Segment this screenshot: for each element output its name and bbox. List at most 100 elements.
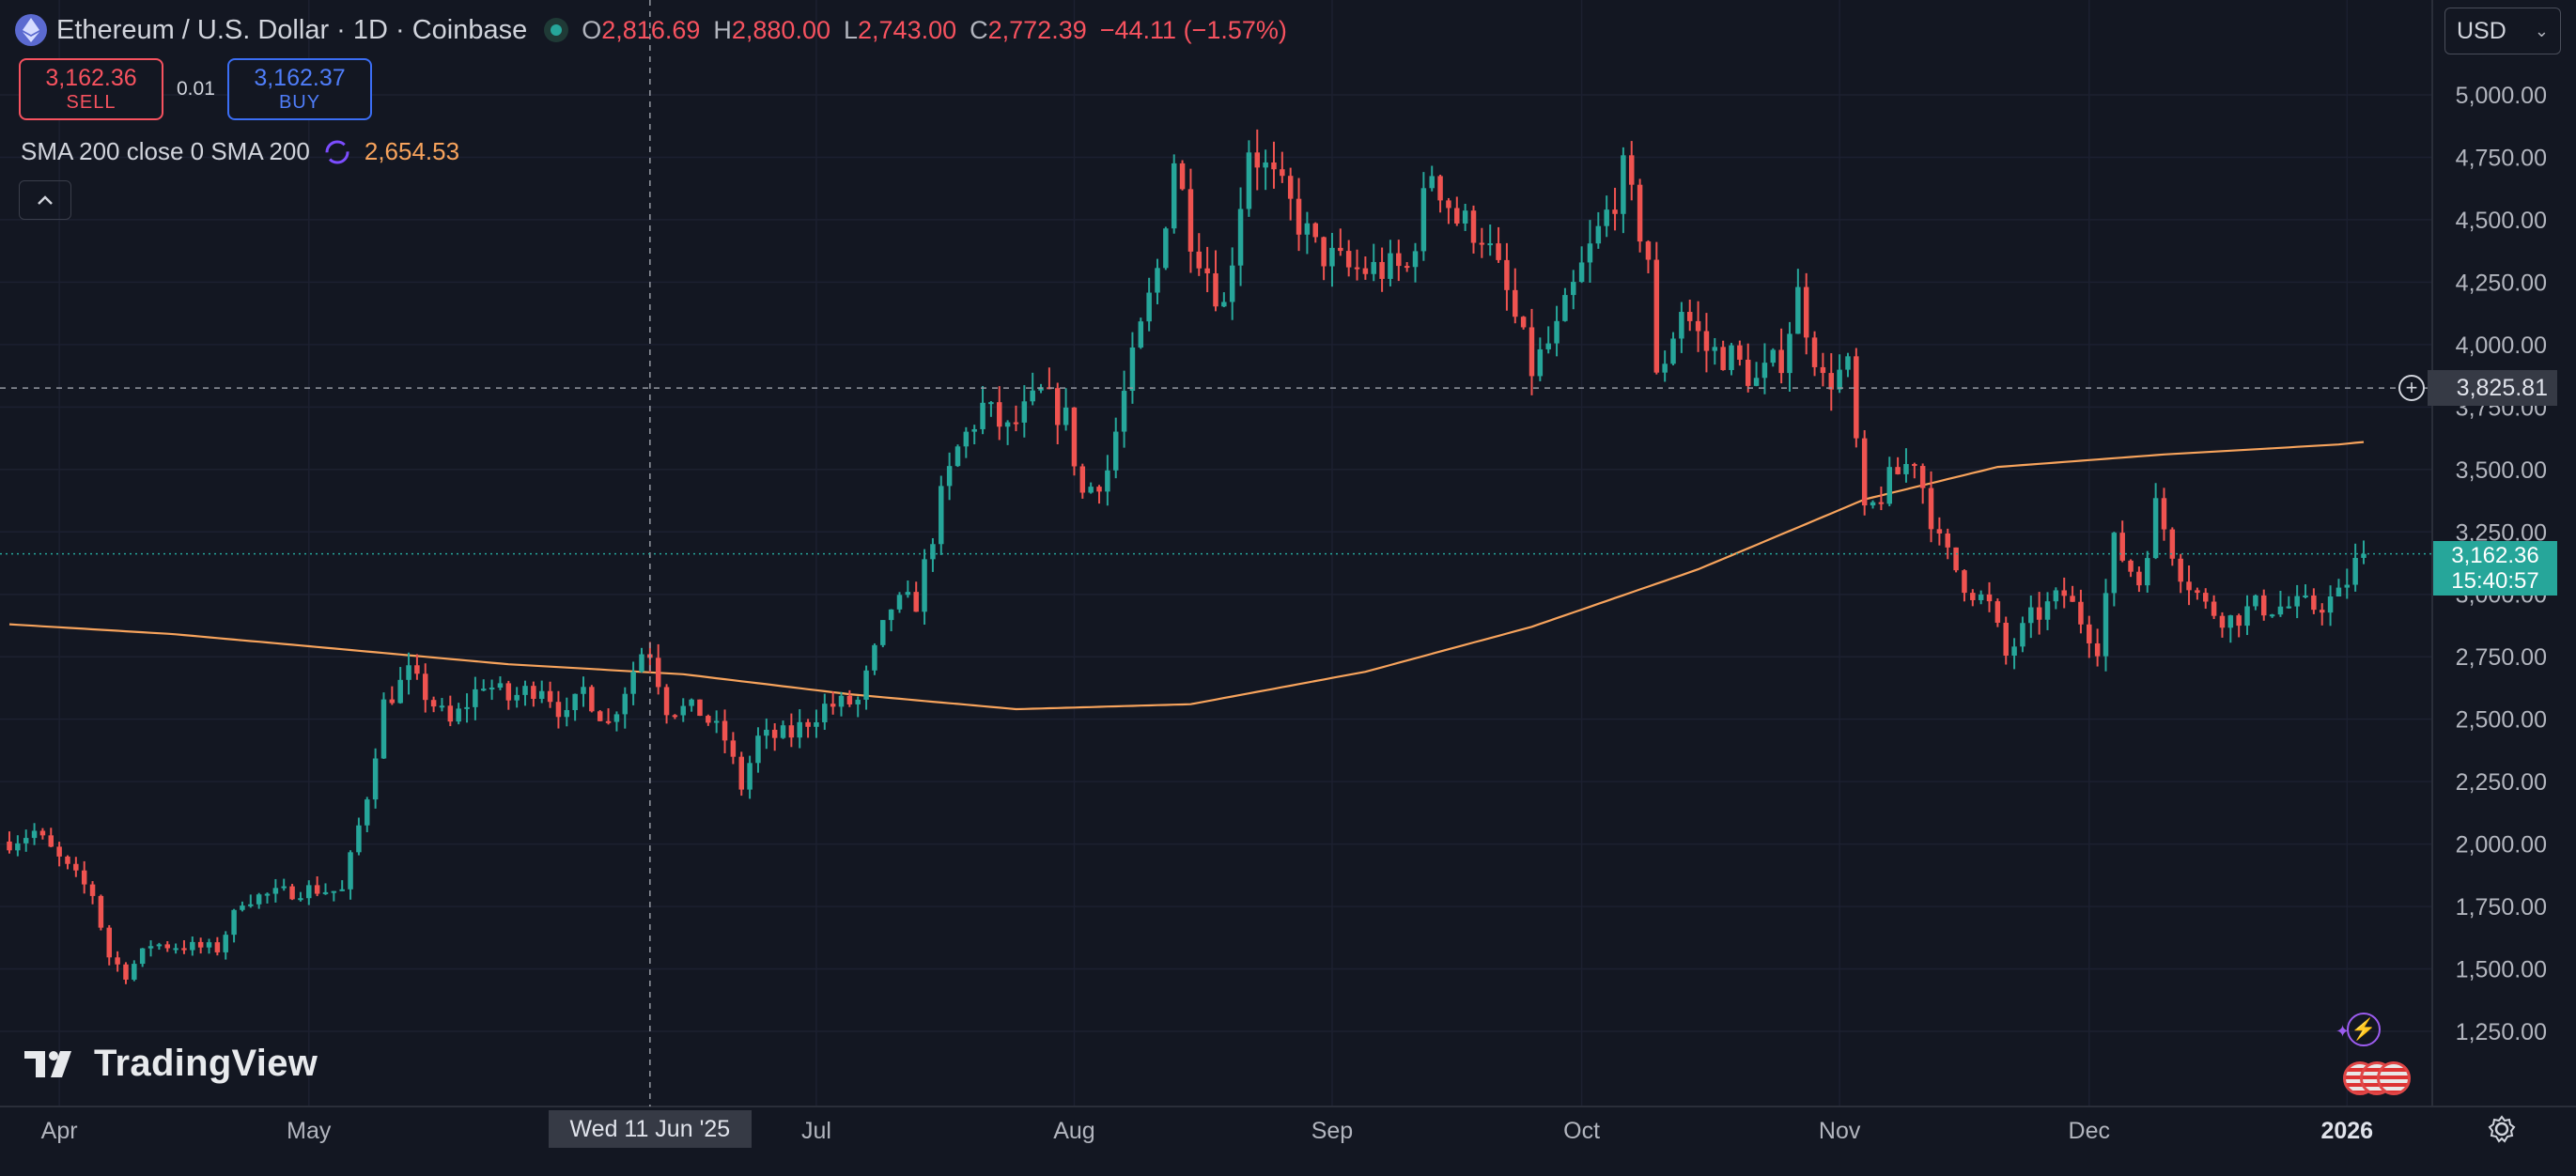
ohlc-key-high: H: [713, 15, 732, 44]
candle-body: [2011, 646, 2017, 657]
buy-button[interactable]: 3,162.37 BUY: [227, 58, 372, 120]
candle-body: [697, 699, 703, 717]
time-axis: Apr May Jul Aug Sep Oct Nov Dec 2026: [41, 1118, 2373, 1144]
candle-body: [963, 431, 970, 447]
candle-body: [764, 729, 769, 736]
economic-events-icon[interactable]: [2343, 1061, 2411, 1095]
add-alert-icon[interactable]: +: [2398, 375, 2425, 402]
currency-select[interactable]: USD ⌄: [2444, 8, 2561, 54]
candle-body: [1637, 184, 1643, 242]
candle-body: [846, 695, 853, 704]
candle-body: [1179, 162, 1186, 190]
candle-body: [838, 695, 845, 707]
ohlc-low: 2,743.00: [858, 15, 957, 44]
candle-body: [164, 944, 170, 949]
price-tick-label: 4,750.00: [2456, 145, 2547, 171]
settings-gear-icon[interactable]: [2485, 1112, 2519, 1146]
candle-body: [1171, 162, 1177, 229]
price-tick-label: 1,750.00: [2456, 894, 2547, 921]
candle-body: [1820, 366, 1826, 374]
candle-body: [1645, 241, 1652, 260]
candle-body: [1454, 208, 1460, 224]
time-tick-label: Aug: [1053, 1118, 1094, 1144]
candle-body: [855, 699, 861, 704]
sell-button[interactable]: 3,162.36 SELL: [19, 58, 163, 120]
candle-body: [1237, 209, 1244, 266]
candle-body: [872, 644, 877, 671]
chevron-down-icon: ⌄: [2534, 21, 2549, 40]
sell-label: SELL: [66, 92, 116, 113]
candle-body: [1729, 345, 1734, 370]
candle-body: [2186, 581, 2192, 591]
tradingview-mark-icon: [24, 1050, 71, 1077]
candle-body: [605, 720, 612, 723]
price-tick-label: 2,250.00: [2456, 769, 2547, 796]
candle-body: [581, 687, 586, 694]
candle-body: [1737, 345, 1743, 360]
candle-body: [1296, 198, 1302, 235]
candle-body: [1112, 431, 1119, 471]
candle-body: [905, 592, 911, 596]
candle-body: [81, 870, 87, 885]
grid: [0, 0, 2432, 1106]
candle-body: [2244, 606, 2250, 627]
candle-body: [1329, 247, 1335, 267]
candle-body: [1513, 289, 1518, 317]
candle-body: [1562, 295, 1568, 321]
candle-body: [1271, 162, 1277, 170]
sma-200-path: [8, 441, 2365, 711]
candle-body: [755, 735, 761, 764]
collapse-legend-button[interactable]: [19, 180, 71, 220]
candle-body: [788, 725, 795, 738]
candle-body: [1604, 209, 1609, 226]
candle-body: [1761, 363, 1768, 379]
candle-body: [331, 890, 337, 893]
ohlc-key-open: O: [582, 15, 602, 44]
candle-body: [639, 654, 644, 673]
candle-body: [1928, 487, 1934, 530]
candle-body: [389, 699, 396, 704]
price-tick-label: 2,750.00: [2456, 644, 2547, 671]
candle-body: [672, 715, 678, 718]
symbol-title[interactable]: Ethereum / U.S. Dollar · 1D · Coinbase: [56, 14, 528, 45]
candle-body: [423, 673, 428, 701]
candle-body: [1187, 189, 1194, 252]
candle-body: [1703, 331, 1710, 351]
candle-body: [322, 891, 329, 894]
candle-body: [930, 544, 936, 560]
candle-body: [771, 729, 778, 738]
candle-body: [531, 686, 536, 700]
candle-body: [1088, 487, 1094, 493]
ethereum-logo-icon: [15, 14, 47, 46]
candle-body: [1621, 155, 1626, 214]
candle-body: [1854, 356, 1859, 439]
price-tick-label: 5,000.00: [2456, 83, 2547, 109]
candle-body: [805, 721, 811, 727]
buy-price: 3,162.37: [254, 65, 346, 91]
candle-body: [2294, 596, 2300, 607]
lightning-icon[interactable]: ⚡: [2347, 1013, 2381, 1046]
candle-body: [147, 946, 154, 949]
candle-body: [1013, 422, 1019, 425]
candle-body: [89, 884, 96, 896]
candle-body: [1287, 176, 1294, 199]
price-tick-label: 3,500.00: [2456, 457, 2547, 484]
candle-body: [231, 909, 237, 936]
candle-body: [706, 716, 711, 723]
tradingview-logo[interactable]: TradingView: [24, 1043, 318, 1085]
price-tick-label: 2,000.00: [2456, 832, 2547, 859]
time-tick-label: May: [287, 1118, 332, 1144]
candle-body: [1345, 251, 1352, 268]
spread-value: 0.01: [177, 78, 215, 100]
candle-body: [630, 672, 636, 694]
sma-indicator-legend[interactable]: SMA 200 close 0 SMA 200 2,654.53: [21, 137, 459, 166]
candle-body: [1753, 378, 1760, 386]
candle-body: [1953, 547, 1959, 571]
candle-body: [1338, 247, 1343, 252]
time-tick-label: Jul: [801, 1118, 831, 1144]
candle-body: [2219, 615, 2226, 628]
candle-body: [2319, 610, 2325, 613]
candle-body: [1412, 251, 1419, 268]
candle-body: [73, 863, 79, 871]
